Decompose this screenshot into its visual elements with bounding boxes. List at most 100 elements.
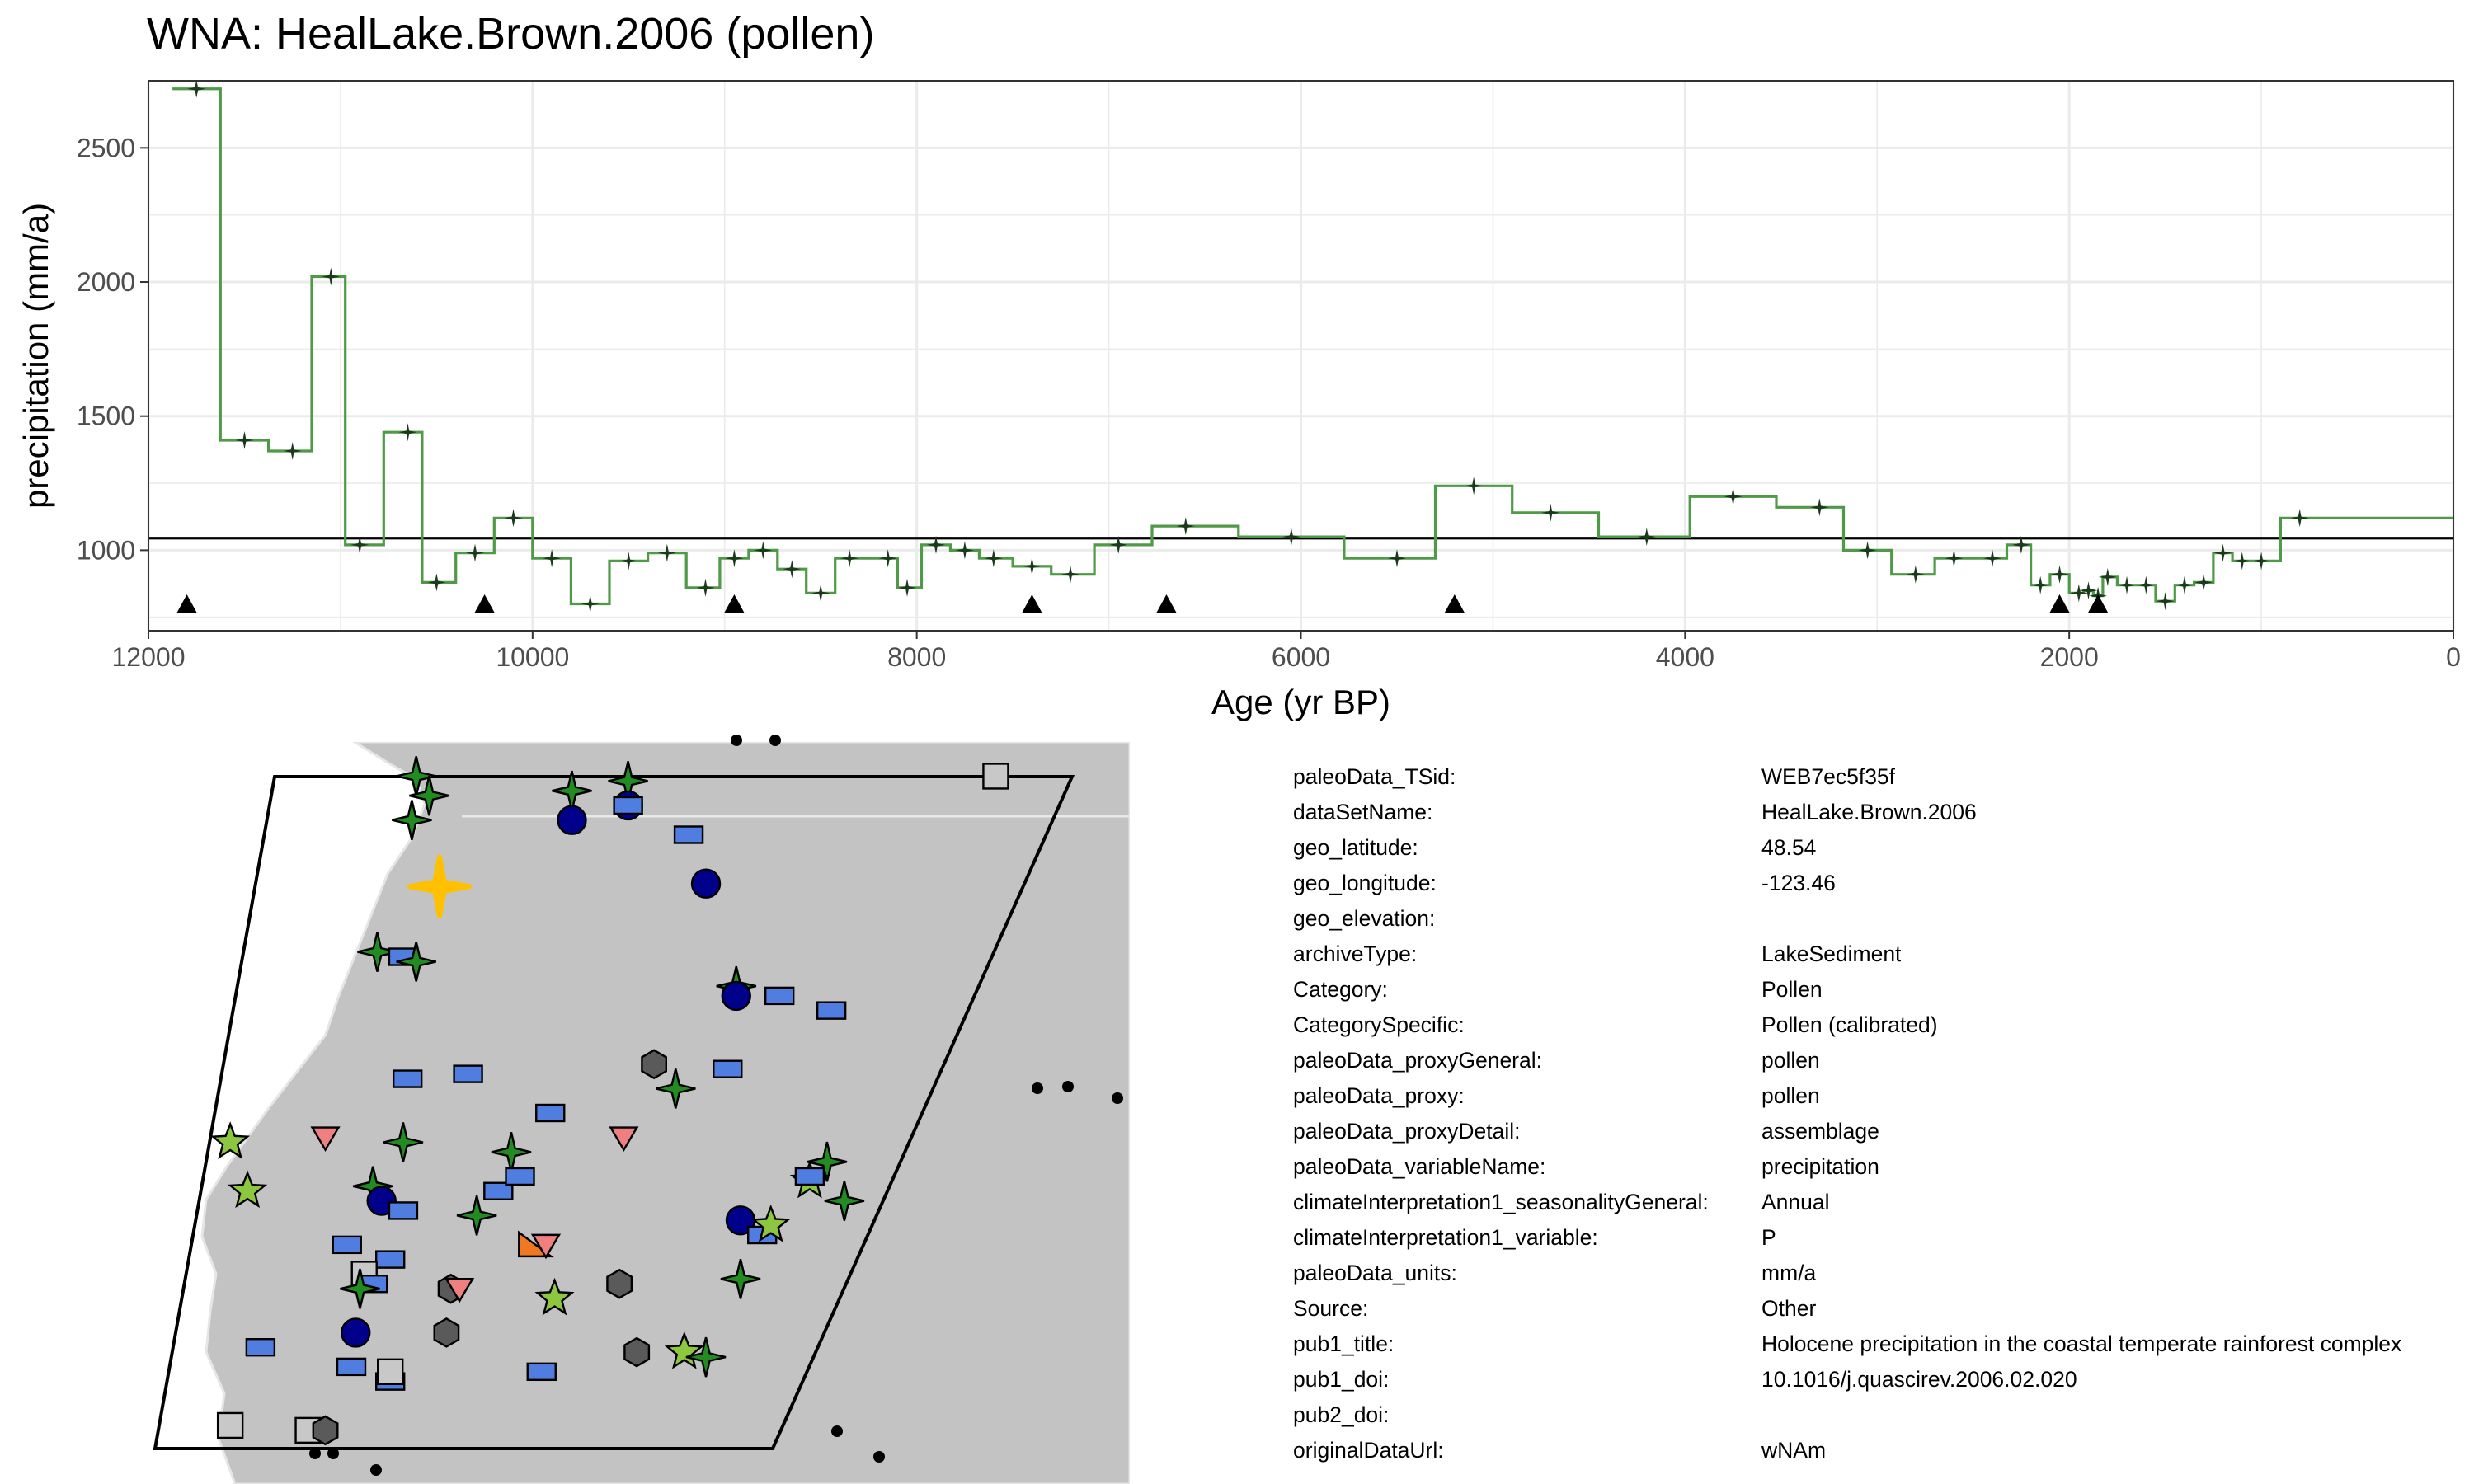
metadata-key: pub1_doi:	[1293, 1367, 1390, 1392]
metadata-row: climateInterpretation1_variable: P	[1293, 1220, 2401, 1256]
data-point	[1858, 541, 1877, 560]
metadata-value: Pollen	[1761, 977, 1823, 1002]
site-circle-marker	[690, 868, 722, 899]
site-rect-marker	[526, 1362, 557, 1382]
metadata-row: Source: Other	[1293, 1291, 2401, 1327]
data-point	[1810, 498, 1829, 517]
site-star5-marker	[228, 1170, 268, 1209]
site-rect-marker	[613, 796, 643, 815]
site-star4-marker	[409, 775, 449, 816]
data-point	[725, 549, 744, 568]
data-point	[927, 535, 945, 554]
offmap-dot	[831, 1425, 843, 1437]
data-point	[581, 594, 600, 613]
site-square-marker	[982, 763, 1009, 790]
metadata-row: geo_latitude: 48.54	[1293, 830, 2401, 866]
data-point	[1541, 503, 1560, 522]
metadata-value: -123.46	[1761, 871, 1836, 895]
site-star4-marker	[720, 1259, 761, 1299]
metadata-key: paleoData_units:	[1293, 1261, 1457, 1285]
data-point	[657, 543, 676, 562]
site-square-marker	[216, 1411, 244, 1439]
data-point	[2069, 584, 2088, 603]
axes: 12000 10000 8000 6000 4000 2000 0 1000 1500 2000 2…	[16, 133, 2461, 721]
data-point	[840, 549, 859, 568]
metadata-value: assemblage	[1761, 1119, 1879, 1144]
offmap-dot	[370, 1464, 382, 1476]
data-point	[811, 584, 830, 603]
metadata-row: CategorySpecific: Pollen (calibrated)	[1293, 1007, 2401, 1043]
site-rect-marker	[794, 1167, 825, 1186]
site-star4-marker	[685, 1336, 727, 1378]
age-control-triangle	[1444, 594, 1465, 613]
site-hexagon-marker	[312, 1415, 339, 1446]
data-point	[1109, 535, 1128, 554]
site-hexagon-marker	[623, 1336, 651, 1368]
data-point	[2175, 575, 2194, 594]
metadata-value: HealLake.Brown.2006	[1761, 800, 1977, 824]
x-tick-label: 2000	[2040, 642, 2099, 672]
offmap-dot	[309, 1448, 321, 1459]
y-tick-label: 1000	[77, 535, 135, 565]
precipitation-step-line	[172, 87, 2453, 606]
y-axis-label: precipitation (mm/a)	[16, 203, 55, 509]
data-point	[696, 578, 715, 597]
data-point	[322, 267, 341, 286]
data-point	[754, 541, 773, 560]
metadata-row: paleoData_proxyDetail: assemblage	[1293, 1114, 2401, 1149]
site-triangle-marker	[530, 1233, 562, 1260]
data-point	[1465, 477, 1484, 495]
offmap-dots	[309, 735, 1123, 1476]
metadata-row: paleoData_units: mm/a	[1293, 1256, 2401, 1291]
age-control-triangle	[1022, 594, 1042, 613]
age-control-markers	[176, 594, 2109, 613]
data-point	[2050, 565, 2069, 584]
metadata-key: pub2_doi:	[1293, 1402, 1390, 1427]
data-point	[1906, 565, 1925, 584]
site-star5-marker	[664, 1331, 704, 1369]
site-circle-marker	[721, 980, 751, 1012]
metadata-key: Category:	[1293, 977, 1388, 1002]
data-point	[2156, 592, 2175, 611]
data-point	[2232, 552, 2251, 571]
metadata-row: archiveType: LakeSediment	[1293, 937, 2401, 972]
data-point	[187, 79, 206, 98]
site-star4-marker	[456, 1195, 497, 1236]
site-markers	[210, 756, 1009, 1446]
data-point	[283, 442, 302, 460]
metadata-value: Other	[1761, 1296, 1817, 1321]
metadata-value: wNAm	[1761, 1438, 1827, 1463]
data-point	[2031, 575, 2050, 594]
data-point	[898, 578, 916, 597]
site-hexagon-marker	[433, 1317, 460, 1348]
offmap-dot	[769, 735, 781, 746]
site-star4-marker	[807, 1141, 848, 1182]
site-star4-marker	[383, 1122, 424, 1162]
y-tick-label: 1500	[77, 402, 135, 431]
site-rect-marker	[388, 1201, 419, 1220]
data-point	[235, 431, 254, 449]
site-rect-marker	[483, 1181, 514, 1200]
data-point	[955, 541, 974, 560]
data-point	[1637, 528, 1656, 547]
data-point	[2118, 575, 2136, 594]
metadata-key: Source:	[1293, 1296, 1369, 1321]
metadata-value: precipitation	[1761, 1154, 1879, 1179]
x-tick-label: 10000	[496, 642, 569, 672]
metadata-value: Holocene precipitation in the coastal te…	[1761, 1331, 2402, 1356]
data-point	[2252, 552, 2271, 571]
offmap-dot	[1062, 1081, 1074, 1092]
data-point	[427, 573, 446, 592]
metadata-value: pollen	[1761, 1083, 1820, 1108]
metadata-key: paleoData_proxyGeneral:	[1293, 1048, 1542, 1073]
site-rect-marker	[336, 1357, 367, 1377]
metadata-key: dataSetName:	[1293, 800, 1433, 824]
metadata-key: paleoData_TSid:	[1293, 764, 1456, 789]
metadata-value: WEB7ec5f35f	[1761, 764, 1896, 789]
metadata-value: 10.1016/j.quascirev.2006.02.020	[1761, 1367, 2077, 1392]
data-point	[2290, 509, 2309, 528]
x-tick-label: 12000	[112, 642, 186, 672]
site-rect-marker	[764, 986, 795, 1006]
site-star5-marker	[534, 1277, 575, 1316]
age-control-triangle	[176, 594, 197, 613]
